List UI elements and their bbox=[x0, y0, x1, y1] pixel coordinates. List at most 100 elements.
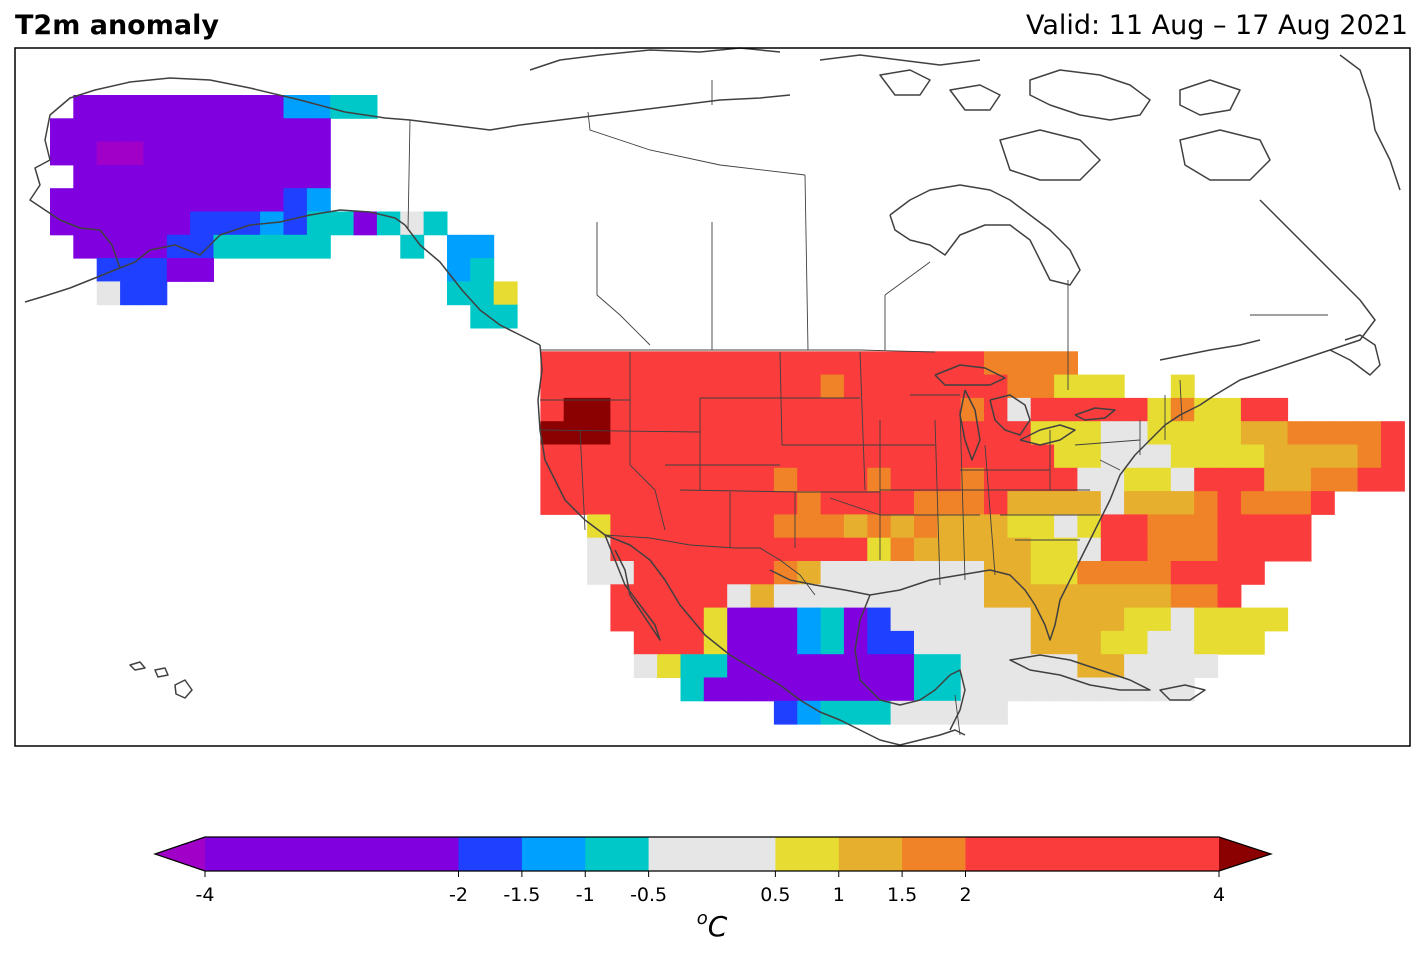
anomaly-cell bbox=[306, 95, 331, 119]
anomaly-cell bbox=[1124, 491, 1148, 515]
anomaly-cell bbox=[960, 584, 985, 609]
anomaly-cell bbox=[1147, 491, 1172, 515]
anomaly-cell bbox=[213, 234, 238, 259]
anomaly-cell bbox=[1287, 467, 1312, 492]
anomaly-cell bbox=[914, 467, 938, 492]
anomaly-cell bbox=[914, 654, 938, 678]
anomaly-cell bbox=[50, 118, 74, 143]
anomaly-cell bbox=[960, 607, 985, 632]
anomaly-cell bbox=[914, 491, 938, 515]
anomaly-cell bbox=[820, 630, 845, 655]
anomaly-cell bbox=[914, 630, 938, 655]
anomaly-cell bbox=[843, 537, 868, 562]
anomaly-cell bbox=[1100, 537, 1125, 562]
anomaly-cell bbox=[727, 677, 752, 702]
anomaly-cell bbox=[1240, 444, 1265, 469]
anomaly-cell bbox=[587, 397, 611, 422]
anomaly-cell bbox=[867, 351, 892, 376]
anomaly-cell bbox=[96, 141, 121, 166]
anomaly-cell bbox=[96, 281, 121, 306]
anomaly-cell bbox=[1054, 630, 1078, 655]
anomaly-cell bbox=[1007, 677, 1032, 702]
anomaly-cell bbox=[1054, 374, 1078, 399]
coastlines bbox=[24, 47, 1401, 746]
colorbar-extend-min bbox=[155, 837, 205, 871]
anomaly-cell bbox=[73, 118, 98, 143]
anomaly-cell bbox=[587, 467, 611, 492]
anomaly-cell bbox=[1240, 467, 1265, 492]
anomaly-cell bbox=[73, 188, 98, 212]
anomaly-cell bbox=[1240, 607, 1265, 632]
anomaly-cell bbox=[797, 444, 822, 469]
map-title: T2m anomaly bbox=[15, 10, 219, 41]
anomaly-cell bbox=[960, 654, 985, 678]
anomaly-cell bbox=[703, 584, 728, 609]
anomaly-cell bbox=[563, 491, 588, 515]
anomaly-cell bbox=[1124, 421, 1148, 445]
anomaly-cell bbox=[143, 258, 168, 282]
anomaly-cell bbox=[143, 118, 168, 143]
anomaly-cell bbox=[797, 374, 822, 399]
anomaly-cell bbox=[1030, 584, 1055, 609]
anomaly-cell bbox=[1287, 514, 1312, 539]
anomaly-cell bbox=[984, 374, 1008, 399]
anomaly-cell bbox=[867, 700, 892, 725]
anomaly-cell bbox=[1357, 421, 1382, 445]
anomaly-cell bbox=[447, 234, 471, 259]
anomaly-cell bbox=[1100, 607, 1125, 632]
anomaly-cell bbox=[1054, 351, 1078, 376]
anomaly-cell bbox=[820, 584, 845, 609]
anomaly-cell bbox=[1124, 630, 1148, 655]
anomaly-cell bbox=[773, 491, 798, 515]
anomaly-cell bbox=[914, 421, 938, 445]
anomaly-cell bbox=[1194, 630, 1219, 655]
anomaly-cell bbox=[166, 164, 191, 189]
anomaly-cell bbox=[680, 584, 705, 609]
anomaly-cell bbox=[633, 374, 658, 399]
anomaly-cell bbox=[727, 584, 752, 609]
anomaly-cell bbox=[1054, 467, 1078, 492]
anomaly-cell bbox=[1124, 584, 1148, 609]
anomaly-cell bbox=[73, 234, 98, 259]
colorbar-segment bbox=[965, 837, 1220, 871]
anomaly-cell bbox=[120, 141, 144, 166]
anomaly-cell bbox=[1030, 537, 1055, 562]
anomaly-cell bbox=[750, 421, 775, 445]
anomaly-cell bbox=[1124, 654, 1148, 678]
anomaly-cell bbox=[703, 444, 728, 469]
anomaly-cell bbox=[236, 234, 261, 259]
anomaly-cell bbox=[1170, 421, 1195, 445]
anomaly-cell bbox=[1124, 467, 1148, 492]
anomaly-cell bbox=[1077, 374, 1102, 399]
anomaly-cell bbox=[633, 561, 658, 585]
anomaly-cell bbox=[260, 164, 284, 189]
colorbar-tick-label: 1.5 bbox=[887, 884, 917, 906]
anomaly-cell bbox=[96, 95, 121, 119]
anomaly-cell bbox=[797, 677, 822, 702]
anomaly-cell bbox=[773, 537, 798, 562]
anomaly-cell bbox=[843, 700, 868, 725]
anomaly-cell bbox=[633, 397, 658, 422]
anomaly-cell bbox=[1194, 444, 1219, 469]
anomaly-cell bbox=[960, 537, 985, 562]
anomaly-cell bbox=[773, 421, 798, 445]
anomaly-cell bbox=[1170, 374, 1195, 399]
anomaly-cell bbox=[1194, 397, 1219, 422]
anomaly-cell bbox=[843, 467, 868, 492]
anomaly-cell bbox=[610, 444, 635, 469]
colorbar-extend-max bbox=[1219, 837, 1271, 871]
anomaly-cell bbox=[1217, 607, 1242, 632]
anomaly-cell bbox=[703, 654, 728, 678]
anomaly-cell bbox=[236, 141, 261, 166]
anomaly-cell bbox=[820, 537, 845, 562]
anomaly-cell bbox=[750, 584, 775, 609]
colorbar-tick-label: -0.5 bbox=[630, 884, 667, 906]
anomaly-cell bbox=[1007, 514, 1032, 539]
anomaly-cell bbox=[166, 188, 191, 212]
anomaly-cell bbox=[1007, 630, 1032, 655]
anomaly-cell bbox=[750, 654, 775, 678]
anomaly-cell bbox=[1030, 514, 1055, 539]
anomaly-cell bbox=[1077, 561, 1102, 585]
anomaly-cell bbox=[657, 607, 681, 632]
anomaly-cell bbox=[1124, 397, 1148, 422]
